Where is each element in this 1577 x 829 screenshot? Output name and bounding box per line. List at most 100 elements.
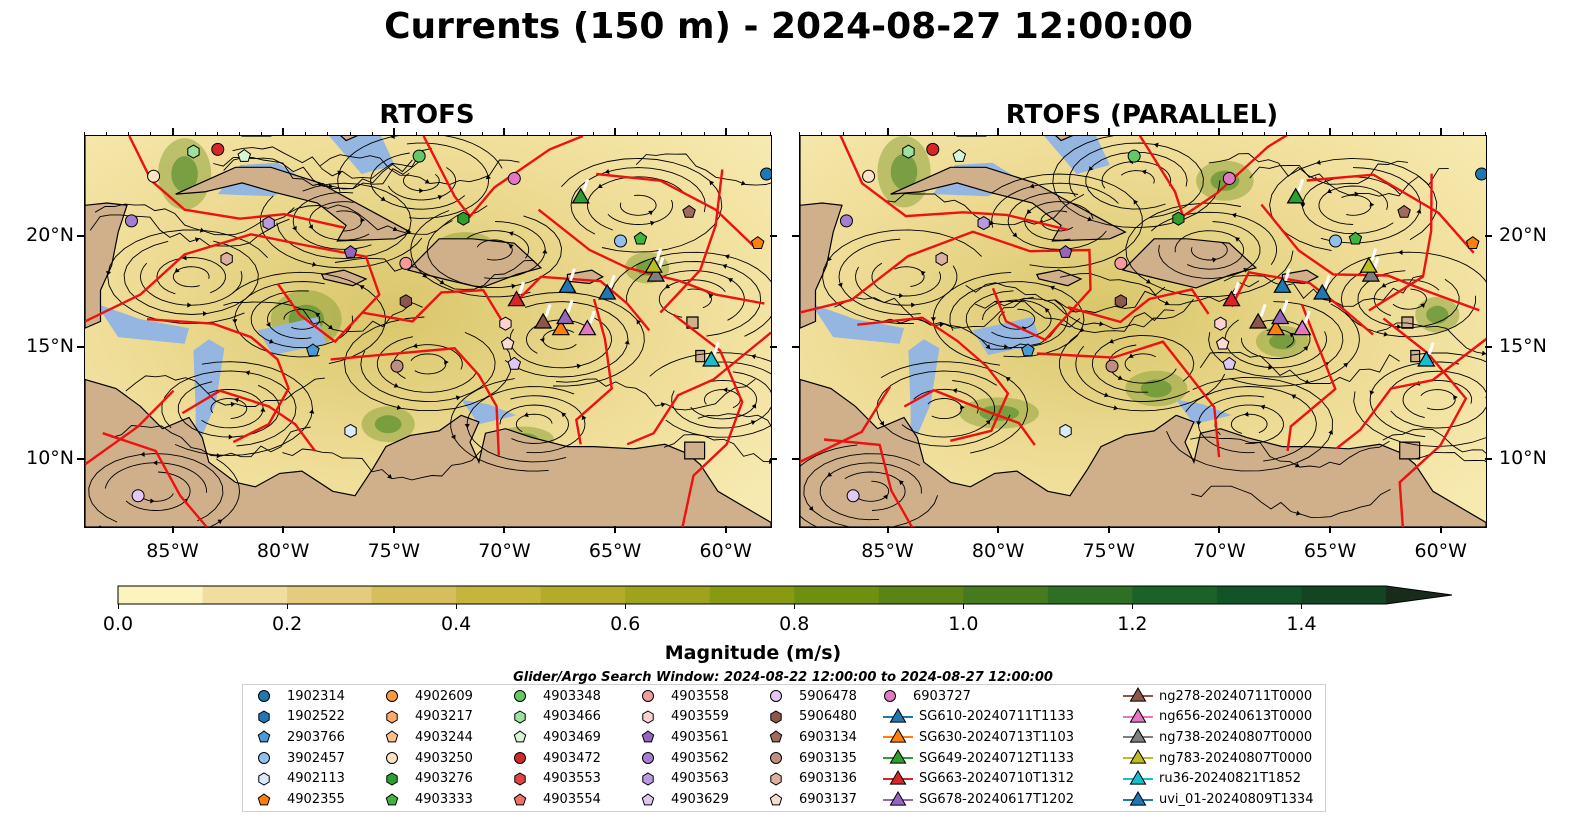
- streamline: [982, 299, 1052, 339]
- glider-marker-ng278-20240711T0000: [1248, 312, 1268, 329]
- front-line: [1036, 340, 1221, 458]
- glider-marker-SG663-20240710T1312: [507, 290, 526, 307]
- front-line: [361, 288, 503, 323]
- colorbar-band: [371, 586, 457, 604]
- panel-title-rtofs-parallel: RTOFS (PARALLEL): [1005, 100, 1279, 130]
- front-line: [596, 172, 757, 249]
- legend-marker-triangle-line: [883, 749, 913, 764]
- legend-marker-triangle-line: [1123, 790, 1153, 806]
- x-minor-tick: [1285, 132, 1287, 135]
- streamline: [1158, 221, 1261, 279]
- y-tick-mark: [77, 234, 84, 237]
- current-map-rtofs: [85, 136, 771, 527]
- streamline-arrow: [1326, 188, 1332, 194]
- streamline-arrow: [106, 270, 112, 276]
- streamline: [663, 434, 771, 463]
- x-tick-mark: [1329, 526, 1332, 533]
- streamline: [1191, 485, 1391, 518]
- colorbar-tick-mark: [962, 604, 964, 609]
- y-tick-label: 15°N: [1499, 335, 1547, 358]
- front-line: [128, 136, 345, 229]
- streamline-arrow: [722, 387, 728, 393]
- glider-marker-uvi_01-20240809T1334: [598, 283, 617, 300]
- streamline-arrow: [1398, 249, 1403, 255]
- x-minor-tick: [1175, 132, 1177, 135]
- x-minor-tick: [843, 132, 845, 135]
- colorbar-band: [1301, 586, 1387, 604]
- streamline: [334, 257, 535, 290]
- streamline-arrow: [390, 136, 395, 139]
- colorbar-band: [1047, 586, 1133, 604]
- front-line: [102, 432, 208, 527]
- x-tick-mark-top: [282, 128, 285, 135]
- y-tick-mark: [77, 457, 84, 460]
- map-panel-rtofs[interactable]: [84, 135, 772, 528]
- glider-marker-SG610-20240711T1133: [558, 276, 577, 293]
- x-tick-mark: [1439, 526, 1442, 533]
- glider-marker-ng656-20240613T0000: [578, 319, 597, 336]
- y-tick-mark: [792, 457, 799, 460]
- streamline-arrow: [750, 420, 756, 426]
- shallow-water: [972, 317, 1042, 355]
- streamline-arrow: [1196, 421, 1202, 426]
- legend-marker-circle: [884, 690, 896, 702]
- x-minor-tick: [238, 132, 240, 135]
- argo-float-marker-3902457: [1329, 234, 1343, 248]
- legend-entry: 4903333: [385, 790, 473, 810]
- colorbar: [117, 585, 1453, 605]
- streamline-arrow: [140, 451, 145, 457]
- streamline-arrow: [1133, 199, 1139, 205]
- streamline: [965, 290, 1069, 349]
- streamline-arrow: [827, 256, 832, 262]
- streamline-arrow: [724, 254, 730, 260]
- streamline-arrow: [1369, 201, 1375, 207]
- y-tick-mark: [792, 346, 799, 349]
- shallow-water: [461, 399, 517, 425]
- argo-float-marker-4903348: [1127, 149, 1141, 163]
- streamline-arrow: [1145, 278, 1151, 284]
- streamline-arrow: [412, 343, 418, 349]
- front-line: [626, 331, 771, 446]
- legend-entry: 4902113: [257, 769, 345, 789]
- y-tick-mark-right: [1485, 346, 1492, 349]
- x-tick-mark-top: [1329, 128, 1332, 135]
- legend-label: 4903466: [543, 709, 601, 725]
- x-tick-mark-top: [1218, 128, 1221, 135]
- colorbar-tick-label: 1.4: [1286, 613, 1317, 635]
- front-line: [672, 313, 744, 527]
- streamline-arrow: [1079, 327, 1085, 333]
- streamline: [319, 154, 520, 185]
- streamline: [276, 182, 412, 260]
- streamline: [1108, 344, 1177, 384]
- landmass: [890, 166, 1127, 242]
- landmass: [1055, 136, 1074, 142]
- x-minor-tick: [1307, 132, 1309, 135]
- streamline-arrow: [232, 319, 238, 324]
- argo-float-marker-4903276: [457, 211, 470, 226]
- x-minor-tick: [504, 132, 506, 135]
- streamline-arrow: [1416, 208, 1422, 214]
- map-panel-rtofs-parallel[interactable]: [799, 135, 1487, 528]
- x-tick-label: 75°W: [367, 540, 421, 562]
- streamline: [1320, 167, 1421, 244]
- colorbar-tick-label: 1.0: [948, 613, 979, 635]
- legend-marker-circle: [514, 752, 526, 765]
- streamline-arrow: [1005, 377, 1011, 382]
- streamline-arrow: [827, 472, 833, 477]
- streamline: [466, 386, 575, 463]
- streamline: [1376, 322, 1486, 355]
- shallow-water: [329, 136, 395, 174]
- x-minor-tick: [548, 132, 550, 135]
- legend-label: 4903469: [543, 729, 601, 745]
- streamline-arrow: [217, 519, 223, 525]
- x-minor-tick: [106, 132, 108, 135]
- colorbar-tick-label: 1.2: [1117, 613, 1148, 635]
- legend-entry: 4903348: [513, 686, 601, 706]
- streamline: [994, 297, 1194, 330]
- streamline: [871, 262, 941, 297]
- streamline: [1007, 191, 1107, 250]
- colorbar-tick-mark: [1131, 604, 1133, 609]
- streamline-arrow: [328, 324, 333, 330]
- legend-label: ru36-20240821T1852: [1159, 771, 1302, 787]
- x-tick-label: 85°W: [861, 540, 914, 562]
